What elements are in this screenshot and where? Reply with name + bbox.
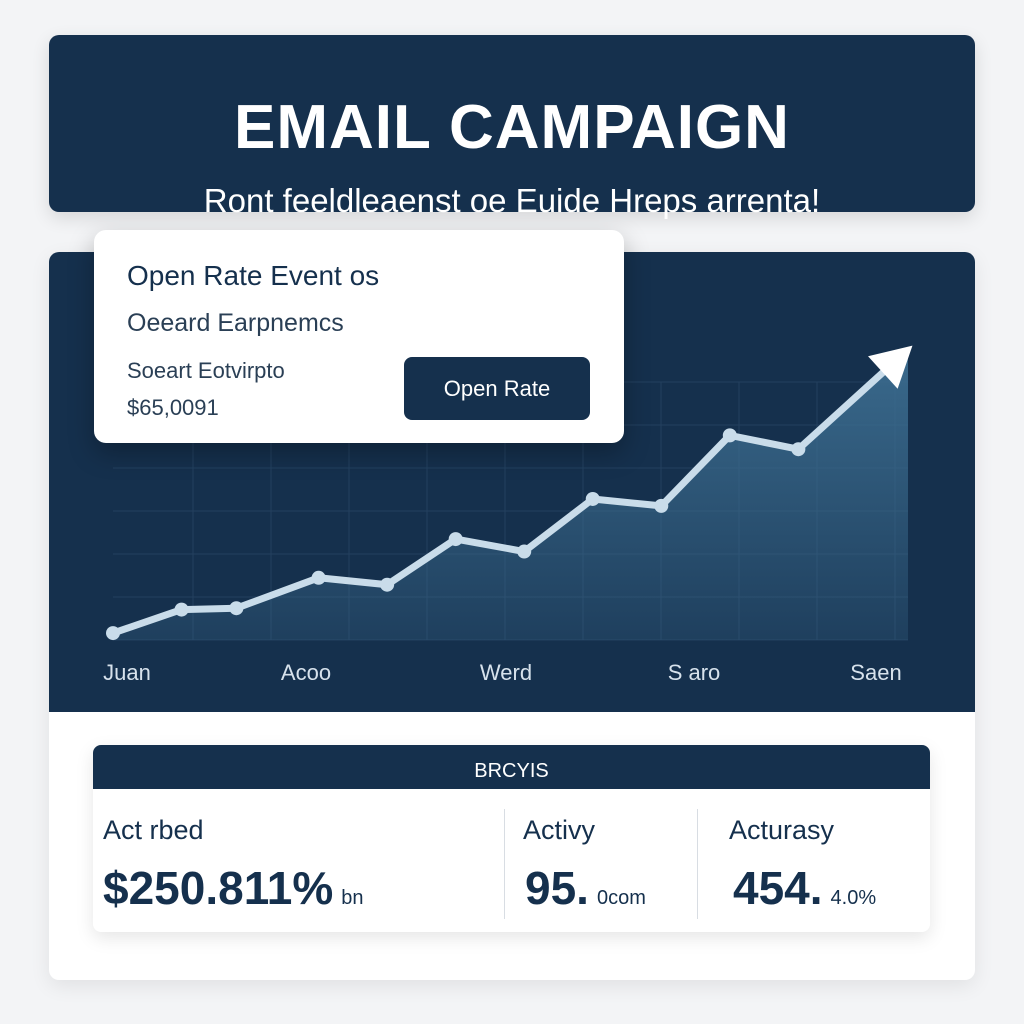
stat-value-accuracy: 454. 4.0% (733, 863, 876, 923)
stat-label-accuracy: Acturasy (729, 815, 835, 845)
stat-value-activity: 95. 0com (525, 863, 646, 923)
stat-divider (504, 809, 505, 919)
chart-data-point (448, 532, 463, 547)
campaign-header: EMAIL CAMPAIGN Ront feeldleaenst oe Euid… (49, 35, 975, 219)
stat-value-acquired-number: $250.811% (103, 862, 334, 914)
stat-value-accuracy-number: 454. (733, 862, 823, 914)
chart-data-point (106, 626, 120, 641)
chart-data-point (229, 601, 244, 616)
open-rate-button[interactable]: Open Rate (404, 357, 590, 420)
chart-data-point (654, 498, 669, 513)
stats-header: BRCYIS (93, 745, 930, 789)
stats-card: BRCYIS Act rbed $250.811% bn Activy 95. 0c… (93, 745, 930, 932)
stat-unit-activity: 0com (596, 887, 646, 909)
chart-series-line (109, 362, 894, 637)
stat-value-acquired: $250.811% bn (103, 863, 363, 923)
chart-data-point (517, 544, 532, 559)
popup-title: Open Rate Event os (127, 260, 380, 291)
x-axis-tick-label: Juan (103, 660, 151, 685)
stat-label-activity: Activy (523, 815, 596, 845)
campaign-subtitle: Ront feeldleaenst oe Euide Hreps arrenta… (203, 182, 821, 219)
chart-data-point (722, 428, 737, 443)
stat-unit-accuracy: 4.0% (830, 887, 877, 909)
stat-label-acquired: Act rbed (103, 815, 204, 845)
chart-data-point (380, 577, 395, 592)
stat-divider (697, 809, 698, 919)
x-axis-tick-label: Werd (480, 660, 532, 685)
chart-data-point (174, 602, 189, 617)
chart-area-fill (113, 349, 908, 640)
chart-data-point (585, 491, 600, 506)
x-axis-tick-label: S aro (668, 660, 721, 685)
open-rate-popup: Open Rate Event os Oeeard Earpnemcs Soea… (94, 230, 624, 443)
chart-data-point (311, 570, 326, 585)
campaign-title: EMAIL CAMPAIGN (234, 93, 790, 162)
x-axis-tick-label: Saen (850, 660, 901, 685)
popup-value: $65,0091 (127, 395, 219, 420)
x-axis-tick-label: Acoo (281, 660, 331, 685)
chart-canvas: Juan Acoo Werd S aro Saen (103, 345, 913, 685)
chart-data-point (791, 442, 806, 457)
popup-subtitle: Oeeard Earpnemcs (127, 309, 344, 337)
trend-arrow-icon (868, 345, 913, 389)
popup-label: Soeart Eotvirpto (127, 358, 285, 383)
stat-unit-acquired: bn (341, 887, 364, 909)
stat-value-activity-number: 95. (525, 862, 589, 914)
